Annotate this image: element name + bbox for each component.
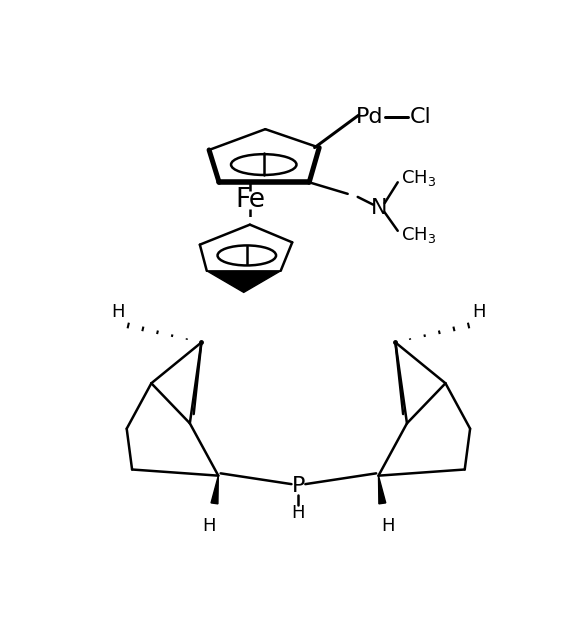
- Polygon shape: [207, 271, 280, 292]
- Polygon shape: [378, 476, 386, 504]
- Text: H: H: [202, 517, 216, 535]
- Text: N: N: [371, 198, 388, 218]
- Text: H: H: [111, 303, 125, 321]
- Text: CH$_3$: CH$_3$: [401, 225, 436, 245]
- Text: Fe: Fe: [235, 187, 265, 213]
- Text: Cl: Cl: [410, 107, 431, 127]
- Text: H: H: [472, 303, 485, 321]
- Text: H: H: [292, 504, 305, 522]
- Text: P: P: [292, 476, 305, 497]
- Text: Pd: Pd: [356, 107, 383, 127]
- Text: H: H: [381, 517, 395, 535]
- Text: CH$_3$: CH$_3$: [401, 168, 436, 188]
- Polygon shape: [211, 476, 218, 504]
